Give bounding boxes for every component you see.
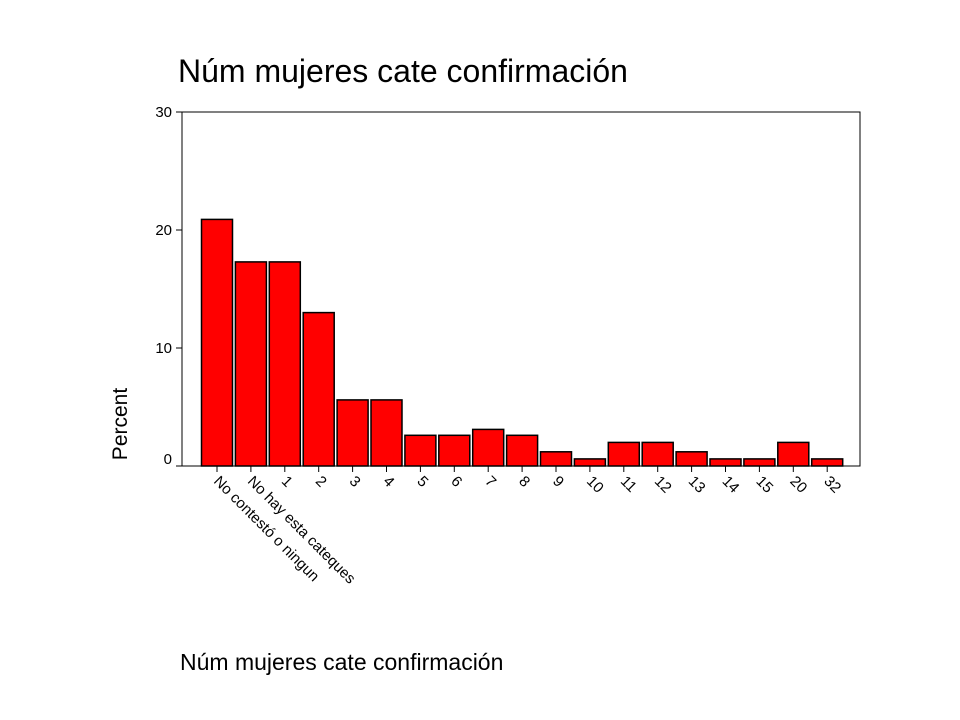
x-tick-label: 7 (481, 473, 499, 491)
x-tick-label: 1 (278, 473, 296, 491)
bar (336, 399, 369, 467)
bar (641, 441, 674, 467)
bar (471, 428, 505, 467)
x-tick-label: 5 (414, 473, 432, 491)
y-tick-label: 10 (155, 340, 172, 357)
x-tick-label: 2 (312, 473, 330, 491)
bar (675, 451, 708, 467)
bar (709, 458, 742, 467)
bar (777, 441, 810, 467)
bar (302, 311, 335, 467)
y-tick-label: 20 (155, 222, 172, 239)
x-tick-label: 32 (820, 473, 844, 497)
bar (234, 261, 268, 467)
bars (200, 218, 844, 467)
bar (370, 399, 403, 467)
bar (810, 458, 844, 467)
x-tick-label: 4 (380, 473, 398, 491)
x-tick-label: 9 (549, 473, 567, 491)
x-tick-label: 13 (685, 473, 709, 497)
bar (268, 261, 302, 467)
y-axis: 0 10 20 30 (155, 104, 182, 468)
x-tick-label: 3 (346, 473, 364, 491)
bar (200, 218, 234, 467)
x-tick-label: 8 (515, 473, 533, 491)
y-tick-label: 30 (155, 104, 172, 121)
chart-title: Núm mujeres cate confirmación (178, 53, 628, 89)
y-tick-label: 0 (164, 451, 172, 468)
x-tick-label: 20 (786, 473, 810, 497)
x-tick-label: 14 (719, 473, 743, 497)
x-tick-label: 10 (583, 473, 607, 497)
x-axis-label: Núm mujeres cate confirmación (180, 649, 503, 675)
bar (743, 458, 776, 467)
bar (573, 458, 607, 467)
bar (505, 434, 539, 467)
x-tick-label: 15 (753, 473, 777, 497)
x-tick-label: 12 (651, 473, 675, 497)
bar (404, 434, 437, 467)
y-axis-label: Percent (109, 388, 132, 461)
x-tick-label: 11 (617, 473, 640, 496)
bar (438, 434, 471, 467)
bar (539, 451, 573, 467)
bar (607, 441, 641, 467)
x-tick-label: 6 (447, 473, 465, 491)
